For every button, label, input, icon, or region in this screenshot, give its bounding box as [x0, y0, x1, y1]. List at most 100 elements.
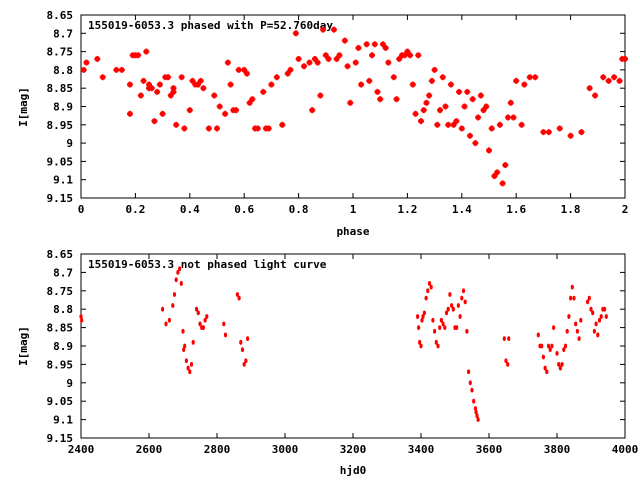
data-point	[421, 314, 425, 319]
y-axis-ticks: 8.65 8.7 8.75 8.8 8.85 8.9 8.95 9 9.05 9.1 9.15	[47, 248, 625, 445]
y-tick-label: 9.05	[47, 155, 74, 168]
data-point	[198, 321, 202, 327]
data-point	[570, 284, 574, 290]
data-point	[502, 162, 509, 169]
data-point	[445, 121, 452, 128]
data-point	[577, 336, 581, 342]
y-tick-label: 8.7	[53, 27, 73, 40]
data-point	[552, 325, 556, 330]
data-point	[371, 41, 378, 48]
x-tick-label: 1.2	[397, 203, 417, 216]
data-point	[369, 52, 376, 59]
data-point	[433, 328, 437, 334]
data-point	[344, 63, 351, 70]
data-point	[510, 114, 517, 121]
data-point	[461, 103, 468, 110]
data-point	[171, 303, 175, 308]
data-point	[475, 413, 479, 419]
data-point	[322, 52, 329, 59]
data-point	[126, 110, 133, 117]
data-point	[420, 317, 424, 323]
data-point	[429, 284, 433, 290]
data-point	[458, 314, 462, 319]
data-point	[404, 48, 411, 55]
data-point	[189, 77, 196, 84]
x-tick-label: 2600	[136, 443, 163, 456]
data-point	[597, 317, 602, 323]
data-point	[176, 270, 180, 275]
data-point	[600, 74, 607, 81]
data-point	[126, 81, 133, 88]
x-tick-label: 0.2	[125, 203, 145, 216]
data-point	[165, 74, 172, 81]
data-point	[182, 347, 186, 353]
data-point	[211, 92, 218, 99]
data-point	[562, 347, 566, 353]
x-axis-ticks: 0 0.2 0.4 0.6 0.8 1 1.2 1.4 1.6 1.8 2	[78, 15, 628, 216]
data-point	[496, 121, 503, 128]
data-point	[415, 52, 422, 59]
data-point	[292, 30, 299, 37]
data-point	[507, 336, 511, 342]
data-point	[428, 77, 435, 84]
y-tick-label: 9	[66, 377, 73, 390]
data-point	[223, 332, 228, 338]
data-point	[550, 343, 554, 349]
x-tick-label: 3000	[272, 443, 299, 456]
data-point	[460, 295, 464, 301]
data-point	[143, 48, 150, 55]
data-point	[567, 132, 574, 139]
data-point	[80, 317, 84, 323]
data-point	[505, 114, 512, 121]
data-point	[431, 66, 438, 73]
data-point	[137, 92, 144, 99]
data-point	[200, 85, 207, 92]
data-point	[458, 125, 465, 132]
data-points	[79, 266, 608, 422]
data-point	[560, 362, 564, 367]
y-axis-ticks: 8.65 8.7 8.75 8.8 8.85 8.9 8.95 9 9.05 9.1 9.15	[47, 9, 625, 205]
data-point	[555, 350, 559, 356]
data-point	[475, 114, 482, 121]
data-point	[80, 66, 87, 73]
data-point	[412, 110, 419, 117]
data-point	[622, 55, 628, 62]
data-point	[241, 66, 248, 73]
data-point	[546, 343, 551, 349]
data-point	[341, 37, 348, 44]
x-tick-label: 1	[350, 203, 357, 216]
data-point	[436, 343, 440, 349]
data-point	[596, 332, 600, 338]
data-point	[603, 306, 607, 312]
data-point	[472, 140, 479, 147]
data-point	[216, 103, 223, 110]
data-point	[543, 365, 547, 371]
data-point	[589, 306, 593, 312]
data-point	[611, 74, 618, 81]
data-point	[156, 81, 163, 88]
x-axis-label: phase	[336, 225, 369, 238]
data-point	[453, 118, 460, 125]
data-point	[441, 321, 445, 327]
data-point	[222, 321, 226, 327]
plot-frame	[80, 253, 626, 439]
data-point	[325, 55, 332, 62]
data-point	[235, 292, 239, 297]
data-point	[170, 85, 177, 92]
y-axis-label: I[mag]	[17, 326, 30, 366]
x-tick-label: 2400	[68, 443, 95, 456]
data-point	[604, 314, 608, 319]
data-point	[240, 347, 245, 353]
y-tick-label: 8.85	[47, 82, 74, 95]
data-point	[309, 107, 316, 114]
data-point	[592, 92, 599, 99]
data-point	[518, 121, 525, 128]
x-tick-label: 3200	[340, 443, 367, 456]
data-point	[374, 88, 381, 95]
data-point	[189, 362, 194, 367]
data-point	[472, 398, 476, 404]
data-point	[605, 77, 612, 84]
data-point	[135, 52, 142, 59]
data-point	[565, 328, 569, 334]
data-point	[161, 306, 165, 312]
